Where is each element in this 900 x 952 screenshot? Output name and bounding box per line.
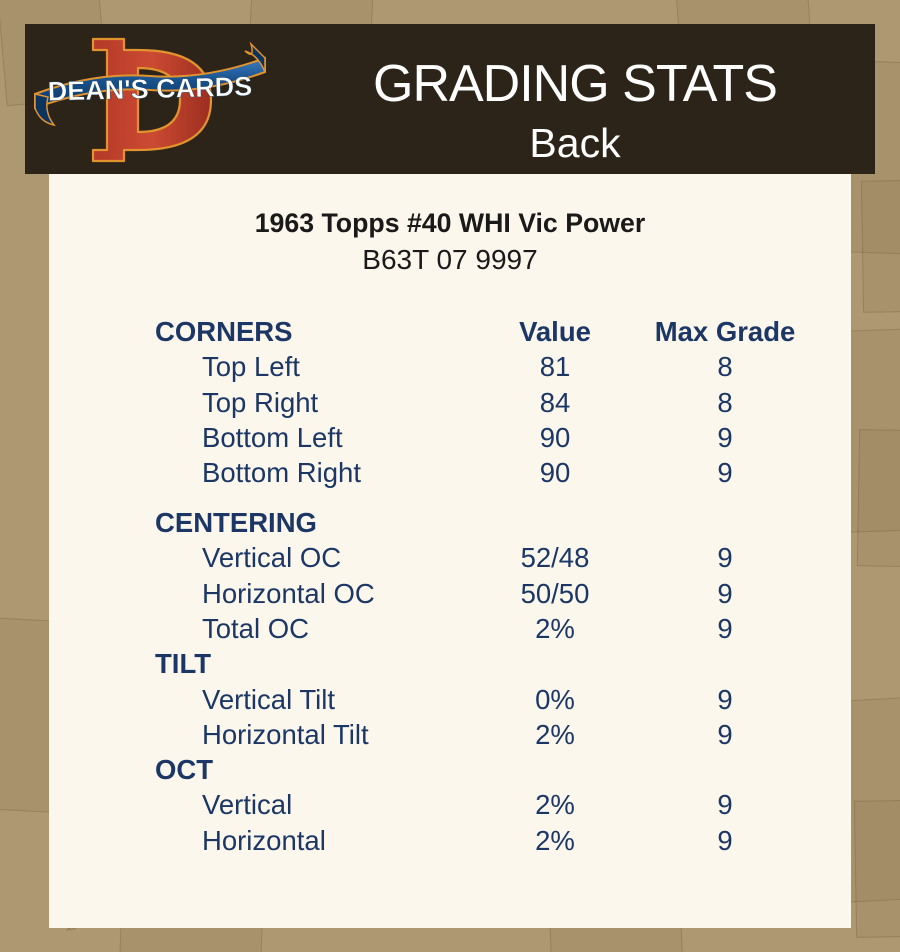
svg-text:DEAN'S CARDS: DEAN'S CARDS xyxy=(47,71,252,106)
